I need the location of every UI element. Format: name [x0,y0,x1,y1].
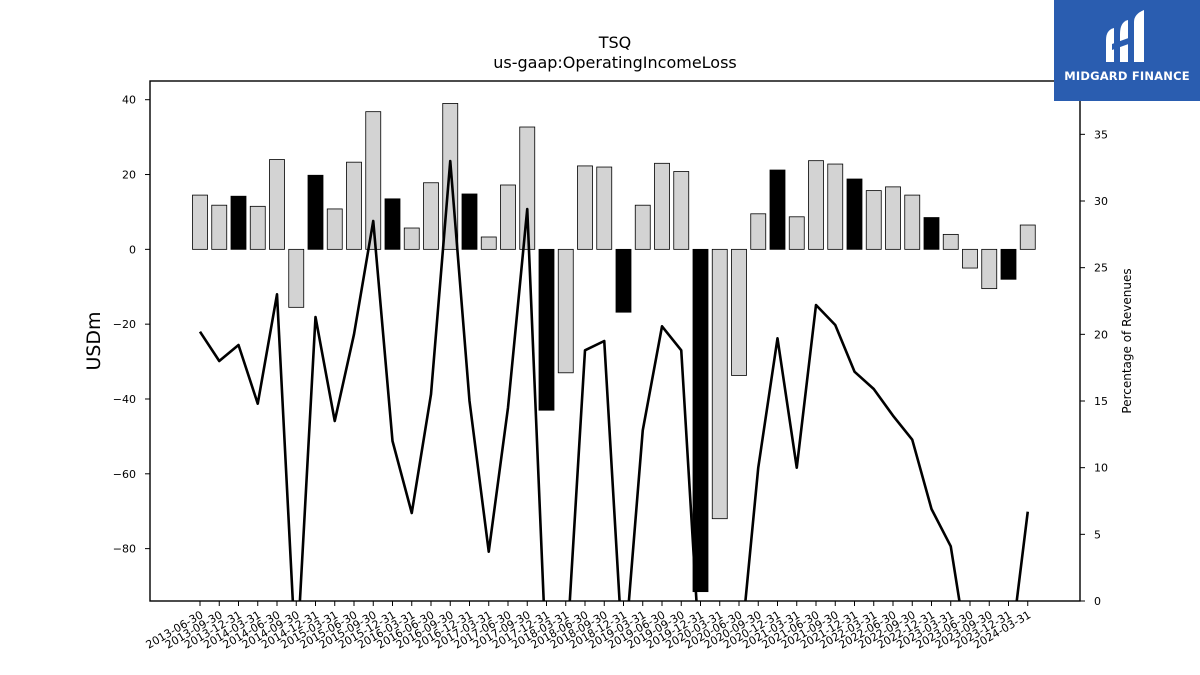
bar [846,178,863,250]
y-tick-label: 20 [122,169,136,182]
bar [1000,248,1017,280]
bar [885,186,901,250]
y2-tick-label: 20 [1094,328,1108,341]
y-tick-label: −60 [113,468,136,481]
bar [192,194,208,250]
bar [962,248,978,269]
y2-axis-label: Percentage of Revenues [1120,268,1134,413]
bar [403,227,420,250]
bar [307,174,324,250]
bar [384,198,401,250]
logo-text: MIDGARD FINANCE [1064,69,1190,83]
bar [692,248,709,593]
bar [923,217,940,250]
bar [211,204,228,250]
y-tick-label: −20 [113,318,136,331]
y2-tick-label: 35 [1094,128,1108,141]
bar [827,163,844,250]
y-tick-label: 40 [122,94,136,107]
y2-tick-label: 30 [1094,195,1108,208]
bar [942,233,959,250]
bar [865,190,882,250]
bar-series [192,103,1036,593]
bar [654,162,670,250]
bar [750,213,767,250]
line-series [198,159,1030,601]
axes: 40200−20−40−60−80353025201510502013-06-3… [113,94,1108,652]
midgard-finance-logo: MIDGARD FINANCE [1054,0,1200,101]
bar [500,184,516,250]
y2-tick-label: 15 [1094,395,1108,408]
bar [808,160,824,250]
bar [269,159,285,250]
bar [904,194,921,250]
midgard-logo-icon [1106,10,1144,62]
bar [230,195,247,250]
bar [577,165,593,250]
bar [519,126,536,250]
bar [615,248,632,313]
bar [788,216,805,250]
bar [423,182,439,250]
y2-tick-label: 0 [1094,595,1101,608]
bar [461,193,478,250]
bar [480,236,497,250]
y2-tick-label: 10 [1094,462,1108,475]
bar [326,208,343,250]
y2-tick-label: 25 [1094,262,1108,275]
bar [981,248,998,290]
bar [731,248,747,376]
bar [634,204,651,250]
y2-tick-label: 5 [1094,528,1101,541]
y-tick-label: −40 [113,393,136,406]
chart-title: TSQ [598,33,632,52]
plot-frame [149,80,1081,602]
bar [711,248,728,520]
line-series-path [198,159,1030,601]
y-axis-label: USDm [83,311,105,370]
bar [673,171,690,250]
chart-subtitle: us-gaap:OperatingIncomeLoss [493,53,737,72]
bar [346,161,362,250]
bar [596,166,613,250]
y-tick-label: 0 [129,243,136,256]
y-tick-label: −80 [113,543,136,556]
bar [249,205,266,250]
bar [365,111,382,250]
bar [769,169,786,250]
bar [557,248,574,374]
bar [288,248,305,308]
bar [1019,224,1036,250]
bar [538,248,555,411]
